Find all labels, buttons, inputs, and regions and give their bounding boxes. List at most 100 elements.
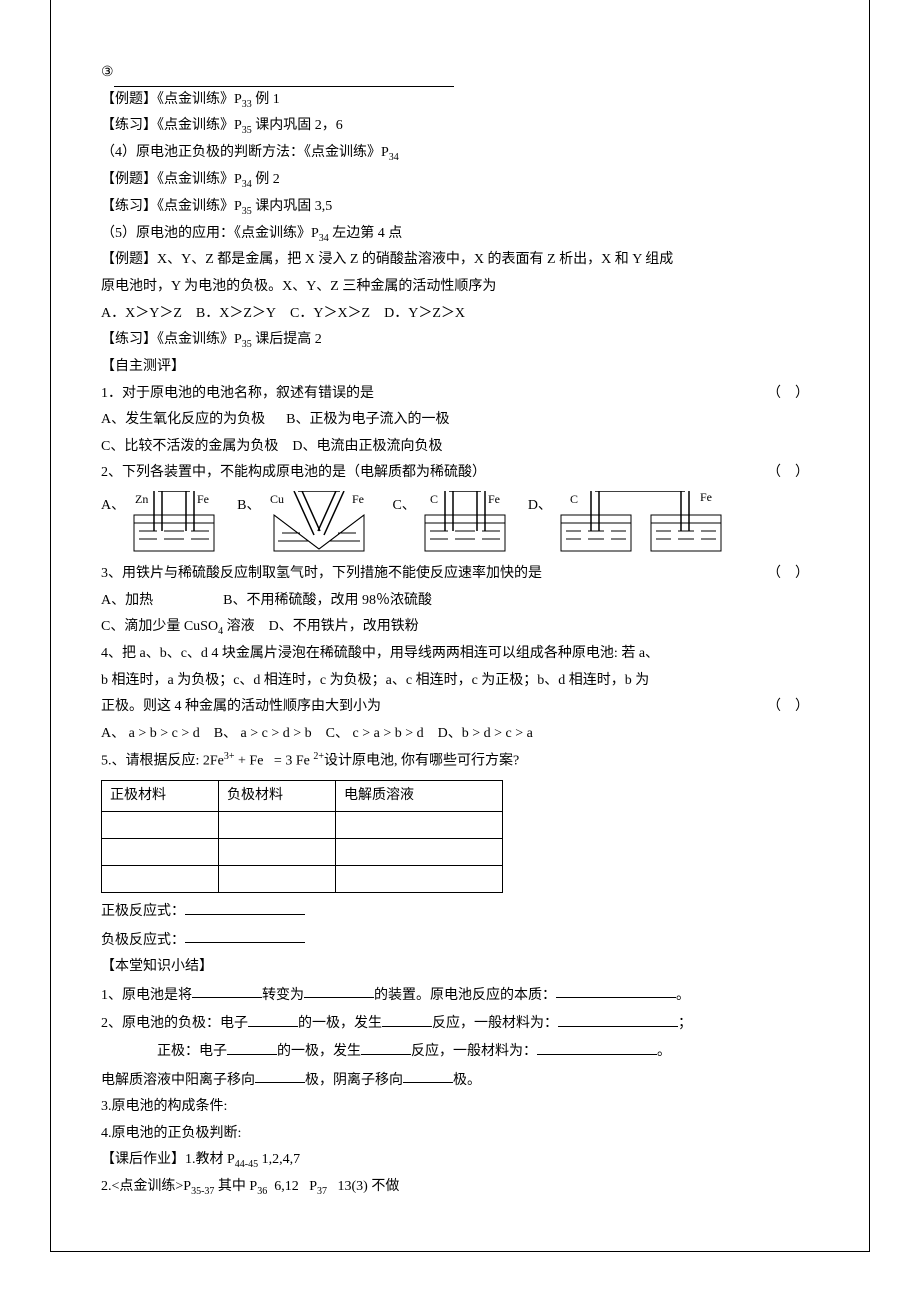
text: 3、用铁片与稀硫酸反应制取氢气时，下列措施不能使反应速率加快的是 [101, 566, 542, 581]
cell [219, 866, 336, 893]
text: 2、原电池的负极：电子 [101, 1016, 248, 1031]
text: C、滴加少量 CuSO [101, 619, 218, 634]
line-s5: 3.原电池的构成条件: [101, 1094, 819, 1121]
text: 13(3) 不做 [327, 1179, 399, 1194]
sub: 34 [319, 232, 329, 243]
blank [403, 1066, 453, 1084]
text: 负极反应式： [101, 932, 185, 947]
text: 设计原电池, 你有哪些可行方案? [324, 754, 519, 769]
blank [361, 1037, 411, 1055]
text: 1、原电池是将 [101, 987, 192, 1002]
cell [219, 839, 336, 866]
cell [336, 839, 503, 866]
th-neg: 负极材料 [219, 780, 336, 812]
text: 【练习】《点金训练》P [101, 332, 242, 347]
text: 1,2,4,7 [258, 1152, 300, 1167]
text: 。 [657, 1044, 671, 1059]
text: + Fe = 3 Fe [235, 754, 314, 769]
text: 正极：电子 [101, 1044, 227, 1059]
text: 的装置。原电池反应的本质： [374, 987, 556, 1002]
diagram-row: A、 Zn Fe B、 [101, 491, 819, 555]
svg-text:C: C [570, 492, 578, 506]
label-b: B、 [237, 491, 260, 520]
line-lianxi1: 【练习】《点金训练》P35 课内巩固 2，6 [101, 113, 819, 140]
text: 左边第 4 点 [329, 226, 403, 241]
blank [304, 981, 374, 999]
text: 2.<点金训练>P [101, 1179, 191, 1194]
answer-paren: （ ） [767, 381, 809, 408]
line-opt-xyz: A．X＞Y＞Z B．X＞Z＞Y C．Y＞X＞Z D．Y＞Z＞X [101, 301, 819, 328]
line-q2: 2、下列各装置中，不能构成原电池的是（电解质都为稀硫酸） （ ） [101, 460, 819, 487]
line-sec4: （4）原电池正负极的判断方法：《点金训练》P34 [101, 140, 819, 167]
table-row [102, 839, 503, 866]
svg-text:Fe: Fe [197, 492, 209, 506]
line-liti3a: 【例题】X、Y、Z 都是金属，把 X 浸入 Z 的硝酸盐溶液中，X 的表面有 Z… [101, 247, 819, 274]
text: ； [678, 1016, 692, 1031]
sub: 34 [389, 152, 399, 163]
text: 课后提高 2 [252, 332, 322, 347]
line-hw2: 2.<点金训练>P35-37 其中 P36 6,12 P37 13(3) 不做 [101, 1174, 819, 1201]
text: 【例题】《点金训练》P [101, 172, 242, 187]
line-s3: 正极：电子的一极，发生反应，一般材料为：。 [101, 1037, 819, 1065]
text: 例 2 [252, 172, 280, 187]
line-q4opt: A、 a > b > c > d B、 a > c > d > b C、 c >… [101, 721, 819, 748]
design-table: 正极材料 负极材料 电解质溶液 [101, 780, 503, 894]
text: 课内巩固 3,5 [252, 199, 333, 214]
line-hw1: 【课后作业】1.教材 P44-45 1,2,4,7 [101, 1147, 819, 1174]
svg-text:C: C [430, 492, 438, 506]
text: 极。 [453, 1072, 481, 1087]
text: 反应，一般材料为： [411, 1044, 537, 1059]
blank [255, 1066, 305, 1084]
text: （4）原电池正负极的判断方法：《点金训练》P [101, 145, 389, 160]
svg-text:Cu: Cu [270, 492, 284, 506]
line-s2: 2、原电池的负极：电子 的一极，发生 反应，一般材料为： ； [101, 1009, 819, 1037]
label-d: D、 [528, 491, 552, 520]
blank [382, 1009, 432, 1027]
answer-paren: （ ） [767, 561, 809, 588]
blank [185, 926, 305, 944]
diagram-c: C、 C Fe [392, 491, 509, 555]
text: 的一极，发生 [298, 1016, 382, 1031]
line-zizhu: 【自主测评】 [101, 354, 819, 381]
text: 5.、请根据反应: 2Fe [101, 754, 224, 769]
text: 【例题】《点金训练》P [101, 92, 242, 107]
line-s6: 4.原电池的正负极判断: [101, 1121, 819, 1148]
line-s4: 电解质溶液中阳离子移向极，阴离子移向极。 [101, 1066, 819, 1094]
answer-paren: （ ） [767, 694, 809, 721]
blank [558, 1009, 678, 1027]
svg-text:Fe: Fe [352, 492, 364, 506]
th-pos: 正极材料 [102, 780, 219, 812]
sub: 37 [317, 1186, 327, 1197]
sub: 35 [242, 125, 252, 136]
sub: 33 [242, 98, 252, 109]
text: 2、下列各装置中，不能构成原电池的是（电解质都为稀硫酸） [101, 465, 486, 480]
line-q3: 3、用铁片与稀硫酸反应制取氢气时，下列措施不能使反应速率加快的是 （ ） [101, 561, 819, 588]
text: 例 1 [252, 92, 280, 107]
diagram-d: D、 C Fe [528, 491, 726, 555]
text: 正极反应式： [101, 904, 185, 919]
sub: 36 [257, 1186, 267, 1197]
label-c: C、 [392, 491, 415, 520]
line-pos-eq: 正极反应式： [101, 897, 819, 925]
line-q5: 5.、请根据反应: 2Fe3+ + Fe = 3 Fe 2+设计原电池, 你有哪… [101, 747, 819, 775]
sub: 35-37 [191, 1186, 214, 1197]
line-sec5: （5）原电池的应用：《点金训练》P34 左边第 4 点 [101, 221, 819, 248]
sub: 44-45 [235, 1159, 258, 1170]
line-q4b: b 相连时，a 为负极；c、d 相连时，c 为负极；a、c 相连时，c 为正极；… [101, 668, 819, 695]
svg-text:Fe: Fe [488, 492, 500, 506]
line-q4c: 正极。则这 4 种金属的活动性顺序由大到小为 （ ） [101, 694, 819, 721]
text: 电解质溶液中阳离子移向 [101, 1072, 255, 1087]
cell [336, 866, 503, 893]
text: 反应，一般材料为： [432, 1016, 558, 1031]
text: 【练习】《点金训练》P [101, 118, 242, 133]
blank [185, 897, 305, 915]
text: 【课后作业】1.教材 P [101, 1152, 235, 1167]
text: 【练习】《点金训练》P [101, 199, 242, 214]
text: 1．对于原电池的电池名称，叙述有错误的是 [101, 386, 374, 401]
sub: 35 [242, 339, 252, 350]
line-lianxi3: 【练习】《点金训练》P35 课后提高 2 [101, 327, 819, 354]
th-elec: 电解质溶液 [336, 780, 503, 812]
cell [102, 866, 219, 893]
blank [248, 1009, 298, 1027]
text: 。 [676, 987, 690, 1002]
